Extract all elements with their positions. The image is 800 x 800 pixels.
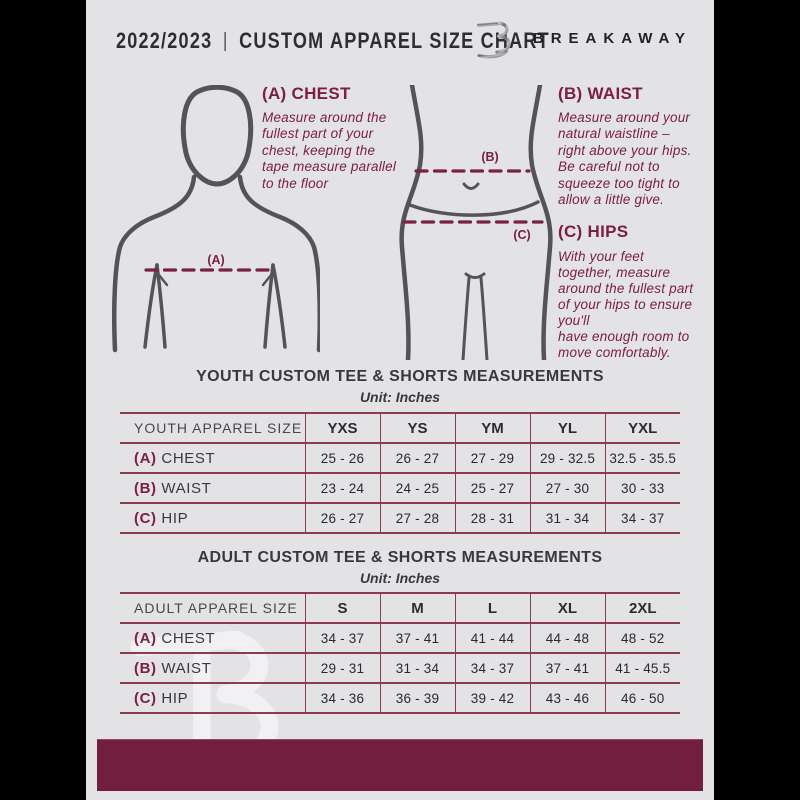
row-prefix: (C) bbox=[134, 689, 157, 707]
row-name: WAIST bbox=[161, 659, 212, 677]
row-prefix: (B) bbox=[134, 659, 157, 677]
adult-size-col-header: ADULT APPAREL SIZE bbox=[134, 600, 298, 616]
cell-value: 27 - 29 bbox=[454, 443, 530, 473]
col-header: S bbox=[304, 593, 380, 623]
footer-accent-bar bbox=[97, 739, 703, 791]
cell-value: 27 - 30 bbox=[529, 473, 605, 503]
document-header: 2022/2023 | CUSTOM APPAREL SIZE CHART bbox=[86, 0, 714, 70]
table-row: (C) HIP 26 - 27 27 - 28 28 - 31 31 - 34 … bbox=[120, 503, 680, 533]
row-name: HIP bbox=[161, 689, 189, 707]
waist-instructions: Measure around your natural waistline – … bbox=[558, 110, 692, 208]
season-label: 2022/2023 bbox=[116, 28, 213, 53]
cell-value: 29 - 32.5 bbox=[529, 443, 605, 473]
table-row: (C) HIP 34 - 36 36 - 39 39 - 42 43 - 46 … bbox=[120, 683, 680, 713]
youth-table-title: YOUTH CUSTOM TEE & SHORTS MEASUREMENTS bbox=[196, 368, 604, 385]
col-header: 2XL bbox=[604, 593, 680, 623]
row-prefix: (A) bbox=[134, 449, 157, 467]
watermark-b-icon bbox=[130, 630, 279, 739]
cell-value: 26 - 27 bbox=[379, 443, 455, 473]
cell-value: 31 - 34 bbox=[529, 503, 605, 533]
col-header: L bbox=[454, 593, 530, 623]
cell-value: 30 - 33 bbox=[604, 473, 680, 503]
col-header: M bbox=[379, 593, 455, 623]
chest-marker-label: (A) bbox=[207, 253, 225, 267]
title-separator: | bbox=[223, 29, 229, 52]
cell-value: 29 - 31 bbox=[304, 653, 380, 683]
hips-instructions: With your feet together, measure around … bbox=[558, 249, 694, 360]
adult-table-unit: Unit: Inches bbox=[359, 570, 441, 586]
cell-value: 26 - 27 bbox=[304, 503, 380, 533]
row-name: CHEST bbox=[161, 629, 216, 647]
cell-value: 32.5 - 35.5 bbox=[604, 443, 680, 473]
row-label: (C) HIP bbox=[120, 683, 305, 713]
cell-value: 37 - 41 bbox=[379, 623, 455, 653]
cell-value: 23 - 24 bbox=[304, 473, 380, 503]
cell-value: 36 - 39 bbox=[379, 683, 455, 713]
cell-value: 41 - 44 bbox=[454, 623, 530, 653]
cell-value: 24 - 25 bbox=[379, 473, 455, 503]
cell-value: 43 - 46 bbox=[529, 683, 605, 713]
row-label: (A) CHEST bbox=[120, 443, 305, 473]
table-row: (A) CHEST 34 - 37 37 - 41 41 - 44 44 - 4… bbox=[120, 623, 680, 653]
cell-value: 46 - 50 bbox=[604, 683, 680, 713]
cell-value: 34 - 37 bbox=[454, 653, 530, 683]
cell-value: 44 - 48 bbox=[529, 623, 605, 653]
watermark-clip bbox=[116, 592, 326, 739]
table-row: (B) WAIST 29 - 31 31 - 34 34 - 37 37 - 4… bbox=[120, 653, 680, 683]
hips-marker-label: (C) bbox=[513, 228, 531, 242]
cell-value: 34 - 36 bbox=[304, 683, 380, 713]
row-prefix: (A) bbox=[134, 629, 157, 647]
adult-size-table: ADULT APPAREL SIZE S M L XL 2XL (A) CHES… bbox=[120, 592, 680, 714]
adult-table-title: ADULT CUSTOM TEE & SHORTS MEASUREMENTS bbox=[197, 549, 603, 566]
cell-value: 27 - 28 bbox=[379, 503, 455, 533]
row-label: (A) CHEST bbox=[120, 623, 305, 653]
chest-heading: (A) CHEST bbox=[262, 84, 351, 103]
col-header: YM bbox=[454, 413, 530, 443]
brand-block: BREAKAWAY bbox=[473, 16, 692, 60]
row-name: HIP bbox=[161, 509, 189, 527]
adult-header-row: ADULT APPAREL SIZE S M L XL 2XL bbox=[120, 593, 680, 623]
row-label: (B) WAIST bbox=[120, 653, 305, 683]
cell-value: 25 - 26 bbox=[304, 443, 380, 473]
row-prefix: (B) bbox=[134, 479, 157, 497]
col-header: YXL bbox=[604, 413, 680, 443]
waist-heading: (B) WAIST bbox=[558, 84, 643, 103]
cell-value: 31 - 34 bbox=[379, 653, 455, 683]
size-chart-document: 2022/2023 | CUSTOM APPAREL SIZE CHART bbox=[86, 0, 714, 800]
page-title: CUSTOM APPAREL SIZE CHART bbox=[239, 28, 550, 53]
chest-instructions: Measure around the fullest part of your … bbox=[262, 110, 397, 191]
cell-value: 41 - 45.5 bbox=[604, 653, 680, 683]
youth-size-col-header: YOUTH APPAREL SIZE bbox=[134, 420, 303, 436]
table-row: (B) WAIST 23 - 24 24 - 25 25 - 27 27 - 3… bbox=[120, 473, 680, 503]
col-header: YL bbox=[529, 413, 605, 443]
youth-table-unit: Unit: Inches bbox=[359, 389, 441, 405]
row-label: (C) HIP bbox=[120, 503, 305, 533]
row-name: WAIST bbox=[161, 479, 212, 497]
row-label: (B) WAIST bbox=[120, 473, 305, 503]
breakaway-logo-icon bbox=[476, 21, 511, 59]
cell-value: 25 - 27 bbox=[454, 473, 530, 503]
cell-value: 34 - 37 bbox=[304, 623, 380, 653]
brand-name: BREAKAWAY bbox=[532, 29, 692, 47]
cell-value: 28 - 31 bbox=[454, 503, 530, 533]
cell-value: 48 - 52 bbox=[604, 623, 680, 653]
col-header: XL bbox=[529, 593, 605, 623]
youth-header-row: YOUTH APPAREL SIZE YXS YS YM YL YXL bbox=[120, 413, 680, 443]
cell-value: 39 - 42 bbox=[454, 683, 530, 713]
header-title: 2022/2023 | CUSTOM APPAREL SIZE CHART bbox=[116, 28, 550, 54]
row-name: CHEST bbox=[161, 449, 216, 467]
upper-torso-diagram bbox=[111, 85, 320, 353]
col-header: YS bbox=[379, 413, 455, 443]
cell-value: 34 - 37 bbox=[604, 503, 680, 533]
cell-value: 37 - 41 bbox=[529, 653, 605, 683]
youth-size-table: YOUTH APPAREL SIZE YXS YS YM YL YXL (A) … bbox=[120, 412, 680, 534]
row-prefix: (C) bbox=[134, 509, 157, 527]
waist-marker-label: (B) bbox=[481, 150, 499, 164]
col-header: YXS bbox=[304, 413, 380, 443]
table-row: (A) CHEST 25 - 26 26 - 27 27 - 29 29 - 3… bbox=[120, 443, 680, 473]
lower-torso-diagram bbox=[399, 85, 553, 360]
hips-heading: (C) HIPS bbox=[558, 222, 629, 241]
